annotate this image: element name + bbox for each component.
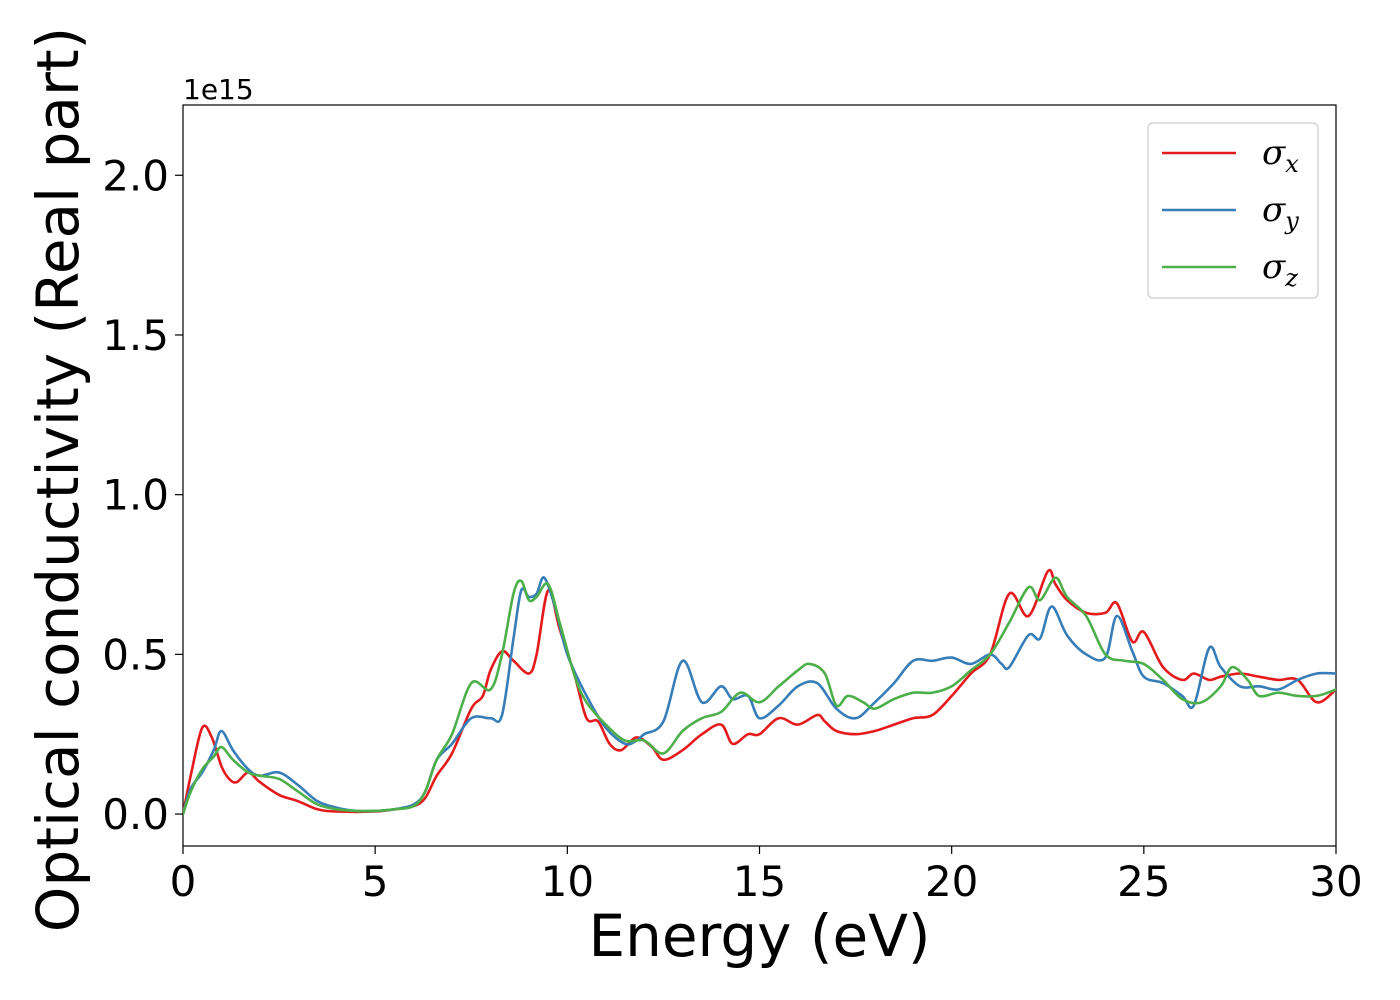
legend-label-sigma-y: σy — [1262, 190, 1299, 235]
x-tick-label: 5 — [362, 857, 389, 906]
x-tick-label: 10 — [541, 857, 594, 906]
series-line-sigma-x — [183, 568, 1336, 816]
x-axis-label: Energy (eV) — [588, 902, 930, 970]
y-axis: 0.0 0.5 1.0 1.5 2.0 — [102, 151, 183, 839]
x-axis: 0 5 10 15 20 25 30 — [170, 846, 1363, 906]
series-line-sigma-y — [183, 576, 1336, 816]
x-tick-label: 0 — [170, 857, 197, 906]
y-tick-label: 1.0 — [102, 471, 169, 520]
x-tick-label: 25 — [1117, 857, 1170, 906]
series-layer — [183, 568, 1336, 816]
y-tick-label: 1.5 — [102, 311, 169, 360]
y-tick-label: 2.0 — [102, 151, 169, 200]
legend-label-sigma-z: σz — [1262, 247, 1298, 292]
x-tick-label: 30 — [1309, 857, 1362, 906]
legend-label-sigma-x: σx — [1262, 133, 1299, 178]
legend: σx σy σz — [1147, 122, 1319, 299]
y-offset-text: 1e15 — [183, 73, 254, 106]
y-tick-label: 0.5 — [102, 630, 169, 679]
y-tick-label: 0.0 — [102, 790, 169, 839]
series-line-sigma-z — [183, 576, 1336, 816]
x-tick-label: 20 — [925, 857, 978, 906]
x-tick-label: 15 — [733, 857, 786, 906]
y-axis-label: Optical conductivity (Real part) — [24, 27, 92, 932]
